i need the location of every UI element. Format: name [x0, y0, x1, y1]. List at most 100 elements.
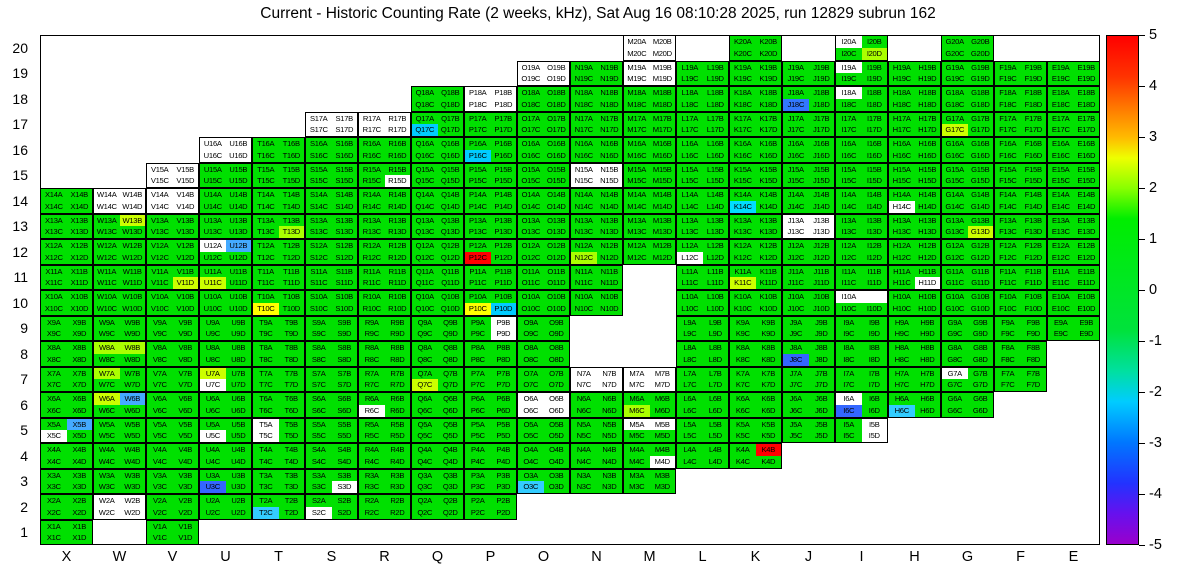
cell-N10B: N10B	[596, 291, 622, 303]
cell-L17B: L17B	[702, 112, 728, 125]
cell-V7C: V7C	[147, 379, 173, 391]
cell-M18: M18A M18B M18C M18D	[623, 86, 676, 112]
cell-V15: V15A V15B V15C V15D	[146, 162, 199, 188]
cell-O5D: O5D	[543, 430, 569, 442]
cell-T3C: T3C	[253, 481, 279, 493]
cell-V4: V4A V4B V4C V4D	[146, 443, 199, 469]
cell-K4: K4A K4B K4C K4D	[729, 443, 782, 469]
cell-L10: L10A L10B L10C L10D	[676, 290, 729, 316]
cell-U14A: U14A	[200, 189, 226, 201]
cell-L11B: L11B	[702, 265, 728, 278]
cell-L4: L4A L4B L4C L4D	[676, 443, 729, 469]
cell-T12B: T12B	[278, 240, 304, 252]
cell-G14D: G14D	[967, 200, 993, 213]
cell-M20D: M20D	[649, 47, 675, 60]
cell-P16D: P16D	[490, 149, 516, 162]
cell-W7D: W7D	[119, 379, 145, 391]
cell-M6B: M6B	[649, 393, 675, 405]
cell-W10C: W10C	[94, 302, 120, 315]
cell-U3A: U3A	[200, 469, 226, 482]
cell-S5: S5A S5B S5C S5D	[305, 417, 358, 443]
x-axis-label-T: T	[274, 549, 283, 565]
cell-O3A: O3A	[518, 469, 544, 482]
cell-F12B: F12B	[1020, 240, 1046, 252]
cell-H14: H14A H14B H14C H14D	[888, 188, 941, 214]
colorbar-tick--5: -5	[1149, 537, 1162, 553]
cell-V15C: V15C	[147, 175, 173, 187]
cell-U2C: U2C	[200, 506, 226, 519]
cell-P6: P6A P6B P6C P6D	[464, 392, 517, 418]
cell-T7A: T7A	[253, 367, 279, 380]
cell-R17A: R17A	[359, 112, 385, 125]
cell-F11B: F11B	[1020, 265, 1046, 278]
cell-X7B: X7B	[66, 367, 92, 380]
cell-M15: M15A M15B M15C M15D	[623, 162, 676, 188]
cell-N12C: N12C	[571, 251, 597, 264]
cell-W4B: W4B	[119, 444, 145, 456]
cell-Q8B: Q8B	[437, 342, 463, 354]
cell-Q3B: Q3B	[437, 469, 463, 482]
cell-V2D: V2D	[172, 506, 198, 519]
cell-H11A: H11A	[889, 265, 915, 278]
cell-H13A: H13A	[889, 214, 915, 227]
cell-K7A: K7A	[730, 367, 756, 380]
cell-M5A: M5A	[624, 418, 650, 431]
cell-K6D: K6D	[755, 404, 781, 417]
cell-K11A: K11A	[730, 265, 756, 278]
cell-J12B: J12B	[808, 240, 834, 252]
cell-T4C: T4C	[253, 455, 279, 468]
cell-P8: P8A P8B P8C P8D	[464, 341, 517, 367]
cell-Q7A: Q7A	[412, 367, 438, 380]
cell-N4D: N4D	[596, 455, 622, 468]
cell-K16D: K16D	[755, 149, 781, 162]
cell-G6B: G6B	[967, 393, 993, 405]
cell-R4B: R4B	[384, 444, 410, 456]
cell-U10A: U10A	[200, 291, 226, 303]
cell-P4C: P4C	[465, 455, 491, 468]
y-axis-label-19: 19	[12, 65, 28, 82]
cell-U16A: U16A	[200, 138, 226, 150]
cell-I17C: I17C	[836, 124, 862, 136]
cell-G14B: G14B	[967, 189, 993, 201]
cell-I14: I14A I14B I14C I14D	[835, 188, 888, 214]
cell-K18: K18A K18B K18C K18D	[729, 86, 782, 112]
cell-O9A: O9A	[518, 316, 544, 329]
cell-J18B: J18B	[808, 87, 834, 99]
cell-I14D: I14D	[861, 200, 887, 213]
cell-G20C: G20C	[942, 47, 968, 60]
cell-W5A: W5A	[94, 418, 120, 431]
cell-J10B: J10B	[808, 291, 834, 303]
cell-G7C: G7C	[942, 379, 968, 391]
cell-I17A: I17A	[836, 112, 862, 125]
cell-O15A: O15A	[518, 163, 544, 176]
cell-X1A: X1A	[41, 520, 67, 533]
cell-F16B: F16B	[1020, 138, 1046, 150]
cell-G10: G10A G10B G10C G10D	[941, 290, 994, 316]
cell-W3C: W3C	[94, 481, 120, 493]
cell-F13: F13A F13B F13C F13D	[994, 213, 1047, 239]
cell-G15D: G15D	[967, 175, 993, 187]
cell-N16B: N16B	[596, 138, 622, 150]
cell-Q9D: Q9D	[437, 328, 463, 340]
cell-G11A: G11A	[942, 265, 968, 278]
cell-X14C: X14C	[41, 200, 67, 213]
cell-G18D: G18D	[967, 98, 993, 111]
cell-X5B: X5B	[66, 418, 92, 431]
cell-K14: K14A K14B K14C K14D	[729, 188, 782, 214]
cell-V7: V7A V7B V7C V7D	[146, 366, 199, 392]
cell-G18B: G18B	[967, 87, 993, 99]
cell-N12B: N12B	[596, 240, 622, 252]
cell-P10C: P10C	[465, 302, 491, 315]
cell-G9: G9A G9B G9C G9D	[941, 315, 994, 341]
cell-P17D: P17D	[490, 124, 516, 136]
cell-L12A: L12A	[677, 240, 703, 252]
cell-P14B: P14B	[490, 189, 516, 201]
cell-L16B: L16B	[702, 138, 728, 150]
cell-T4D: T4D	[278, 455, 304, 468]
cell-Q16: Q16A Q16B Q16C Q16D	[411, 137, 464, 163]
cell-L4B: L4B	[702, 444, 728, 456]
cell-J9: J9A J9B J9C J9D	[782, 315, 835, 341]
cell-S3D: S3D	[331, 481, 357, 493]
cell-N14A: N14A	[571, 189, 597, 201]
cell-U12: U12A U12B U12C U12D	[199, 239, 252, 265]
